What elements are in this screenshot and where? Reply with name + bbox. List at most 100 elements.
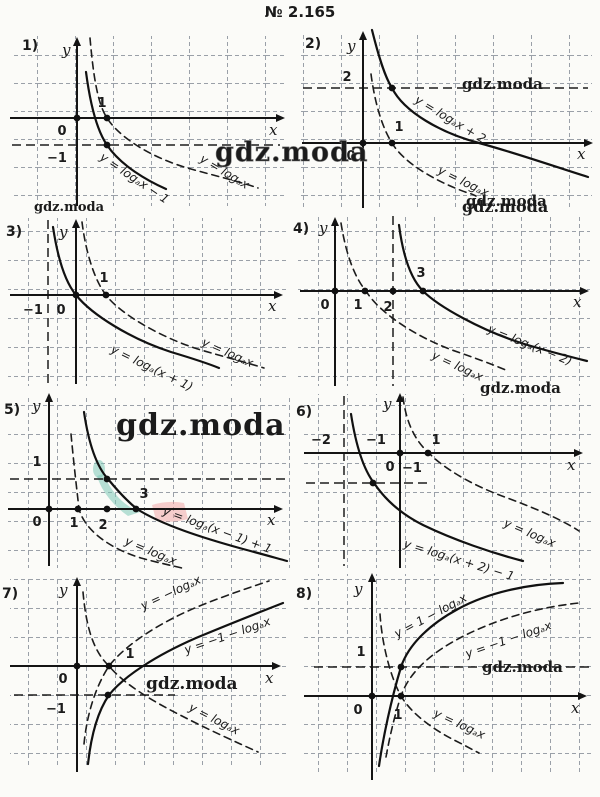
y-axis-label: y [346, 37, 356, 55]
x-axis-arrow [276, 114, 285, 122]
origin-dot [368, 692, 376, 700]
point-dot [388, 139, 396, 147]
panel-1: 1) 1 0 −1 y x y = logₐx − 1 y = logₐx [10, 36, 285, 206]
x-axis-label: x [573, 293, 582, 311]
point-dot [103, 114, 111, 122]
x-axis-arrow [272, 662, 281, 670]
panel-number: 3) [6, 224, 22, 240]
panel-number: 2) [305, 36, 321, 52]
tick-label: 0 [32, 515, 41, 530]
x-axis-arrow [578, 692, 587, 700]
tick-label: −2 [311, 433, 331, 448]
panel-number: 1) [22, 38, 38, 54]
panel-6: 6) −2 −1 0 −1 1 y x y = logₐ(x + 2) − 1 … [296, 393, 592, 583]
y-axis-arrow [73, 577, 81, 586]
panel-5: 5) 0 1 2 3 1 y x y = logₐ(x − 1) + 1 y =… [4, 393, 290, 570]
tick-label: 3 [139, 487, 148, 502]
highlight-pink [152, 501, 188, 522]
solid-curve [370, 28, 590, 179]
tick-label: 0 [385, 460, 394, 475]
tick-label: 1 [32, 455, 41, 470]
point-dot [104, 691, 112, 699]
panel-3: 3) −1 0 1 y x y = logₐ(x + 1) y = logₐx [6, 218, 286, 394]
x-axis-label: x [567, 456, 576, 474]
panel-4: 4) 0 1 2 3 y x y = logₐ(x − 2) y = logₐx [293, 214, 590, 386]
tick-label: 1 [69, 516, 78, 531]
tick-label: 2 [342, 70, 351, 85]
solid-curve [377, 581, 565, 768]
y-axis-label: y [58, 581, 68, 599]
panel-number: 6) [296, 404, 312, 420]
dashed-curve-2 [83, 580, 270, 745]
point-dot [369, 479, 377, 487]
y-axis-label: y [61, 41, 71, 59]
origin-dot [72, 291, 80, 299]
point-dot [397, 692, 405, 700]
x-axis-label: x [265, 669, 274, 687]
panel-number: 4) [293, 221, 309, 237]
point-dot [103, 475, 111, 483]
point-dot [361, 287, 369, 295]
x-axis-label: x [269, 121, 278, 139]
x-axis-label: x [267, 511, 276, 529]
y-axis-arrow [45, 393, 53, 402]
x-axis-label: x [268, 297, 277, 315]
grid [298, 214, 590, 386]
tick-label: 1 [431, 433, 440, 448]
origin-dot [73, 114, 81, 122]
solid-curve [397, 223, 589, 363]
dashed-curve [402, 396, 580, 532]
y-axis-arrow [368, 573, 376, 582]
point-dot [424, 449, 432, 457]
tick-label: 2 [98, 518, 107, 533]
solid-curve [51, 225, 221, 370]
y-axis-label: y [58, 223, 68, 241]
x-axis-arrow [274, 291, 283, 299]
tick-label: 2 [383, 300, 392, 315]
watermark: gdz.moda [480, 379, 561, 397]
panel-7: 7) 0 1 −1 y x y = −logₐx y = −1 − logₐx … [2, 572, 288, 772]
tick-label: −1 [23, 303, 43, 318]
grid [300, 34, 592, 208]
grid [12, 36, 284, 206]
solid-curve [86, 601, 285, 766]
dashed-curve-2 [385, 602, 580, 758]
x-axis-label: x [577, 145, 586, 163]
panel-number: 5) [4, 402, 20, 418]
point-dot [103, 141, 111, 149]
y-axis-arrow [72, 219, 80, 228]
dashed-curve [82, 591, 259, 753]
point-dot [397, 663, 405, 671]
tick-label: −1 [366, 433, 386, 448]
tick-label: 1 [356, 645, 365, 660]
tick-label: −1 [46, 702, 66, 717]
x-axis-label: x [571, 699, 580, 717]
point-dot [132, 505, 140, 513]
point-dot [389, 287, 397, 295]
watermark: gdz.moda [462, 197, 548, 216]
solid-curve [349, 412, 525, 563]
tick-label: 0 [320, 298, 329, 313]
point-dot [419, 287, 427, 295]
point-dot [74, 505, 82, 513]
tick-label: 0 [58, 672, 67, 687]
y-axis-label: y [318, 219, 328, 237]
tick-label: 0 [56, 303, 65, 318]
page-title: № 2.165 [265, 3, 336, 21]
origin-dot [396, 449, 404, 457]
watermark: gdz.moda [116, 408, 286, 443]
dashed-curve [89, 37, 259, 189]
tick-label: −1 [47, 151, 67, 166]
watermark: gdz.moda [34, 200, 105, 215]
tick-label: 1 [99, 271, 108, 286]
y-axis-label: y [31, 397, 41, 415]
dashed-curve [370, 73, 477, 197]
grid [302, 394, 592, 568]
tick-label: 1 [97, 96, 106, 111]
highlight-teal [93, 460, 105, 478]
x-axis-arrow [274, 505, 283, 513]
origin-dot [73, 662, 81, 670]
panel-number: 8) [296, 586, 312, 602]
